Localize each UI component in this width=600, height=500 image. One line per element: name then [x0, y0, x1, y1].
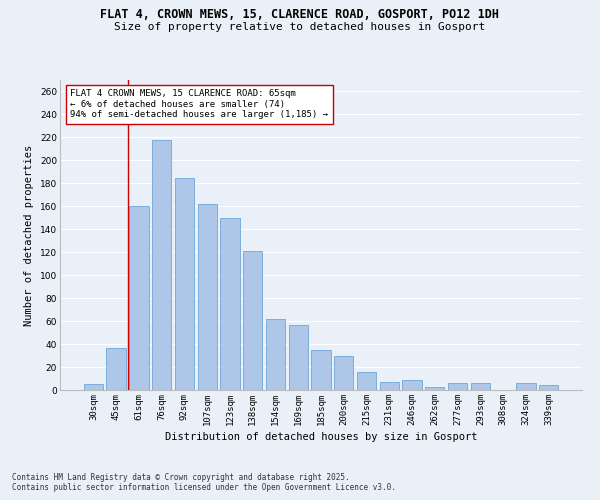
Bar: [311, 350, 331, 390]
Bar: [152, 140, 172, 390]
Y-axis label: Number of detached properties: Number of detached properties: [25, 144, 34, 326]
Bar: [84, 384, 103, 390]
Bar: [380, 382, 399, 390]
Text: FLAT 4 CROWN MEWS, 15 CLARENCE ROAD: 65sqm
← 6% of detached houses are smaller (: FLAT 4 CROWN MEWS, 15 CLARENCE ROAD: 65s…: [70, 90, 328, 119]
Bar: [448, 383, 467, 390]
Text: Contains HM Land Registry data © Crown copyright and database right 2025.: Contains HM Land Registry data © Crown c…: [12, 472, 350, 482]
Bar: [106, 348, 126, 390]
Bar: [266, 319, 285, 390]
Text: Size of property relative to detached houses in Gosport: Size of property relative to detached ho…: [115, 22, 485, 32]
Bar: [243, 251, 262, 390]
Bar: [334, 356, 353, 390]
Bar: [289, 324, 308, 390]
Bar: [357, 372, 376, 390]
Bar: [425, 386, 445, 390]
Bar: [539, 386, 558, 390]
Bar: [470, 383, 490, 390]
Bar: [403, 380, 422, 390]
Bar: [220, 218, 239, 390]
Text: FLAT 4, CROWN MEWS, 15, CLARENCE ROAD, GOSPORT, PO12 1DH: FLAT 4, CROWN MEWS, 15, CLARENCE ROAD, G…: [101, 8, 499, 20]
Bar: [129, 206, 149, 390]
Bar: [197, 204, 217, 390]
Bar: [516, 383, 536, 390]
Text: Distribution of detached houses by size in Gosport: Distribution of detached houses by size …: [165, 432, 477, 442]
Bar: [175, 178, 194, 390]
Text: Contains public sector information licensed under the Open Government Licence v3: Contains public sector information licen…: [12, 484, 396, 492]
